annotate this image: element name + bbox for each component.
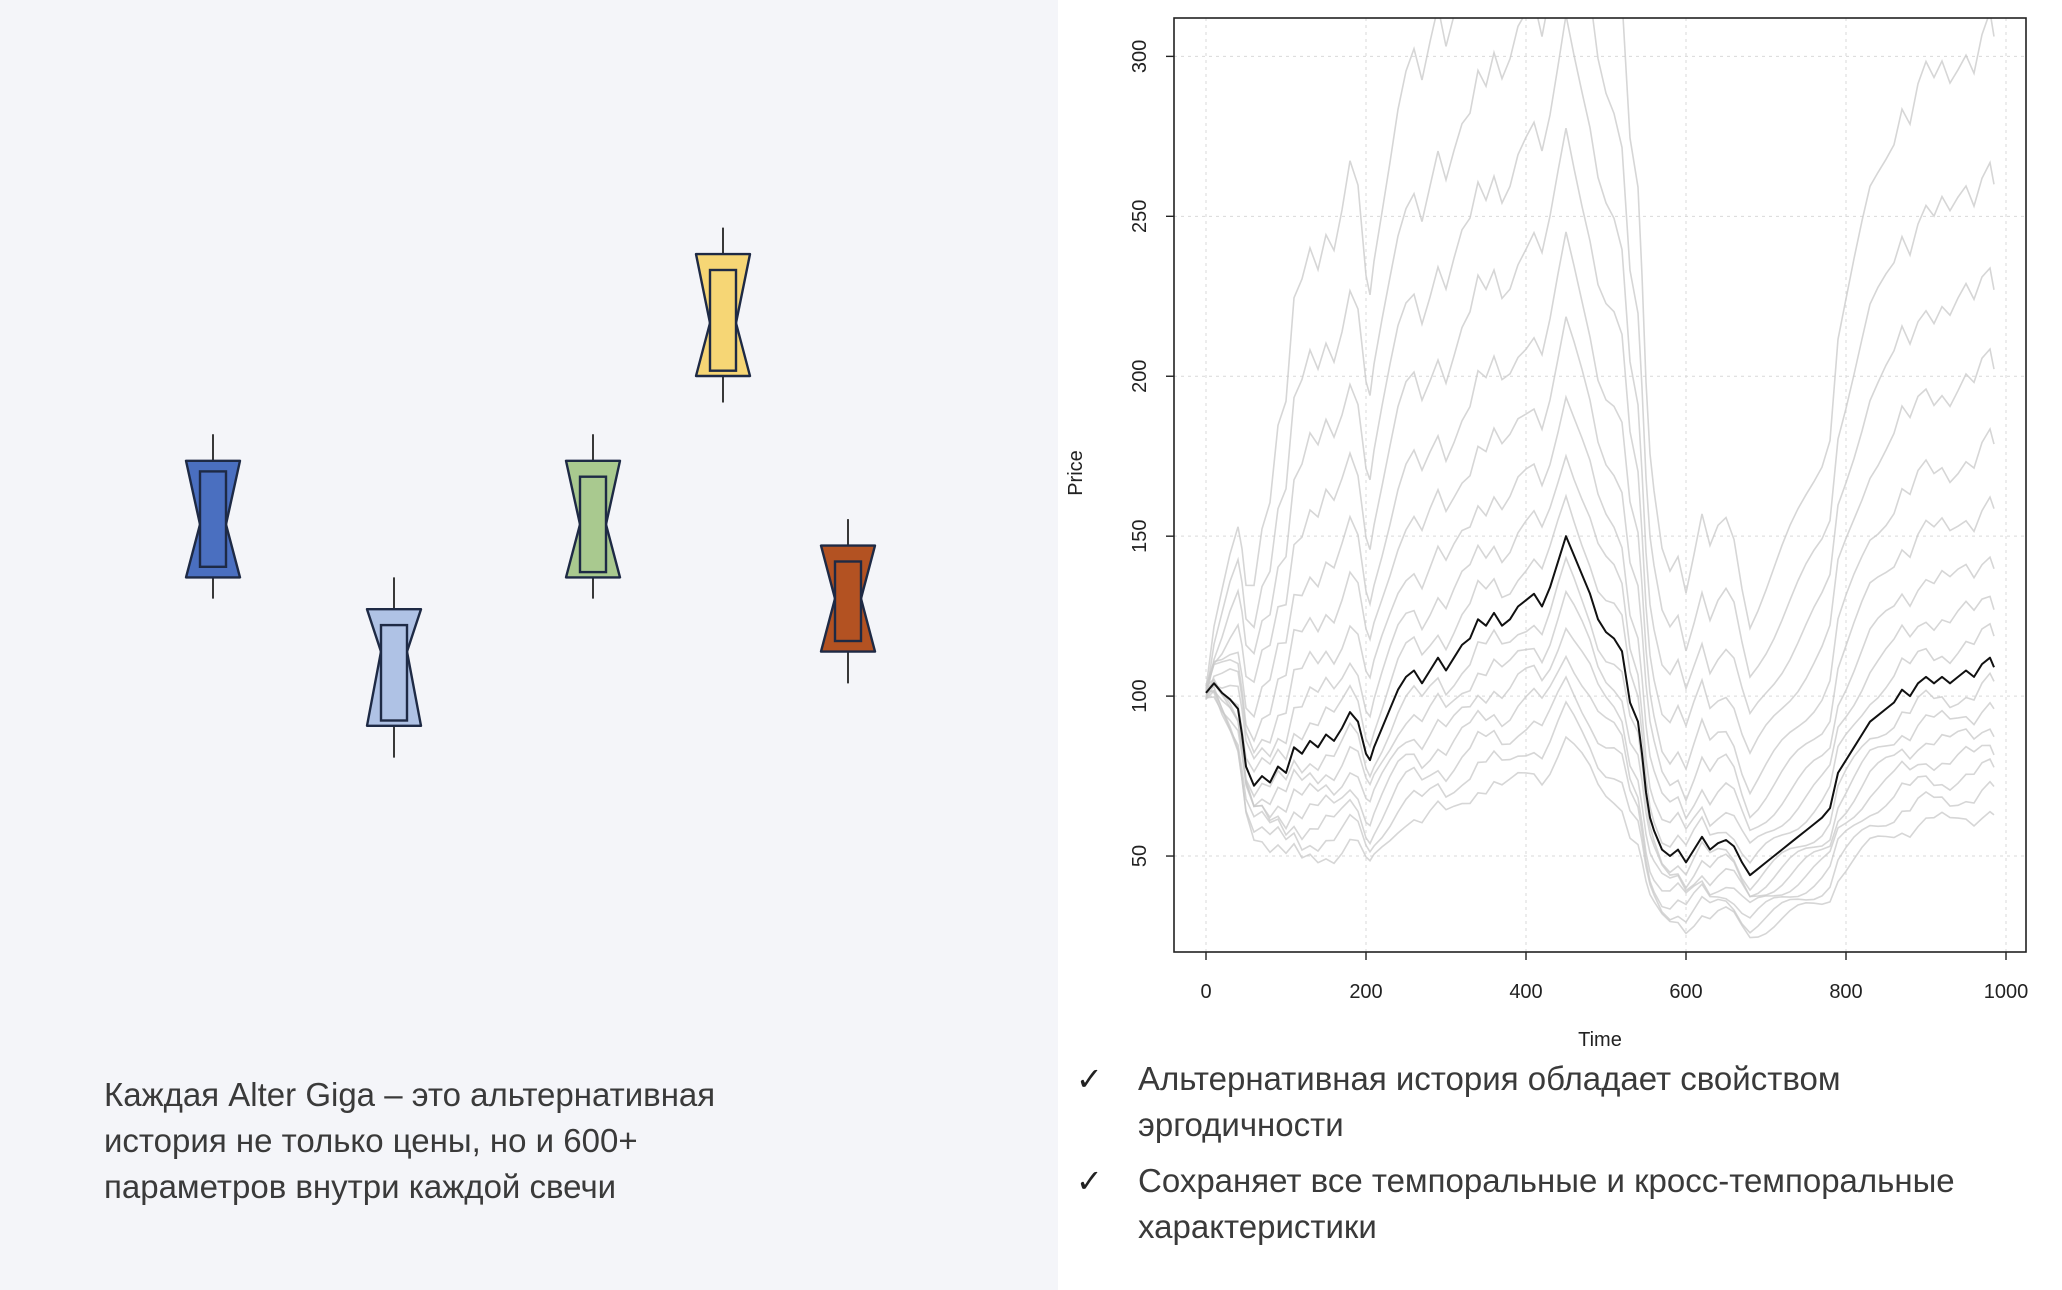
chart-gridlines (1174, 18, 2026, 952)
candle-body (708, 268, 738, 372)
y-tick-label: 200 (1129, 360, 1151, 393)
alt-history-line (1205, 18, 1995, 716)
y-tick-label: 100 (1129, 679, 1151, 712)
x-axis-label: Time (1578, 1029, 1622, 1051)
candle-body (833, 560, 863, 643)
bullet-line: Альтернативная история обладает свойство… (1138, 1060, 1841, 1097)
alt-history-line (1205, 654, 1995, 904)
bullet-list: ✓ Альтернативная история обладает свойст… (1076, 1056, 2036, 1260)
main-series (1205, 535, 1995, 877)
axis-ticks: 0 200 400 600 800 1000 50 100 150 200 250 300 (1129, 40, 2028, 1003)
candle-orange (819, 519, 877, 684)
candles-panel: Каждая Alter Giga – это альтернативная и… (0, 0, 1058, 1290)
bullet-item-temporal: ✓ Сохраняет все темпоральные и кросс-тем… (1076, 1158, 2036, 1250)
x-tick-label: 600 (1669, 981, 1702, 1003)
alt-history-line (1205, 685, 1995, 934)
alt-history-line (1205, 18, 1995, 698)
y-tick-label: 50 (1129, 845, 1151, 867)
x-tick-label: 800 (1829, 981, 1862, 1003)
y-tick-label: 250 (1129, 200, 1151, 233)
bullet-line: эргодичности (1138, 1106, 1344, 1143)
bullet-item-ergodicity: ✓ Альтернативная история обладает свойст… (1076, 1056, 2036, 1148)
caption-text: Каждая Alter Giga – это альтернативная и… (104, 1072, 884, 1210)
candle-green (564, 434, 622, 599)
caption-line-1: Каждая Alter Giga – это альтернативная (104, 1076, 716, 1113)
candle-light-blue (365, 577, 423, 758)
bullet-line: характеристики (1138, 1208, 1377, 1245)
plot-frame (1173, 17, 2027, 953)
alt-history-line (1205, 316, 1995, 819)
x-tick-label: 0 (1200, 981, 1211, 1003)
alt-history-line (1205, 675, 1995, 919)
alt-history-line (1205, 394, 1995, 832)
y-tick-label: 300 (1129, 40, 1151, 73)
alt-history-line (1205, 626, 1995, 898)
y-axis-label: Price (1065, 450, 1087, 496)
alt-history-line (1205, 589, 1995, 898)
candle-blue (184, 434, 242, 599)
candle-body (578, 475, 608, 574)
alt-history-line (1205, 18, 1995, 689)
x-tick-label: 1000 (1984, 981, 2029, 1003)
y-tick-label: 150 (1129, 519, 1151, 552)
checkmark-icon: ✓ (1076, 1061, 1103, 1097)
x-tick-label: 200 (1349, 981, 1382, 1003)
bullet-line: Сохраняет все темпоральные и кросс-темпо… (1138, 1162, 1955, 1199)
candle-body (198, 470, 228, 568)
caption-line-2: история не только цены, но и 600+ (104, 1122, 638, 1159)
alt-history-line (1205, 231, 1995, 796)
alt-history-line (1205, 128, 1995, 755)
candle-yellow (694, 227, 752, 403)
alt-history-line (1205, 689, 1995, 939)
candles-illustration (184, 227, 877, 758)
main-price-line (1205, 535, 1995, 877)
caption-line-3: параметров внутри каждой свечи (104, 1168, 617, 1205)
alt-history-line (1205, 453, 1995, 845)
alt-history-line (1205, 555, 1995, 892)
candle-body (379, 623, 409, 722)
checkmark-icon: ✓ (1076, 1163, 1103, 1199)
alt-history-line (1205, 493, 1995, 865)
x-tick-label: 400 (1509, 981, 1542, 1003)
alternative-series (1205, 18, 1995, 939)
